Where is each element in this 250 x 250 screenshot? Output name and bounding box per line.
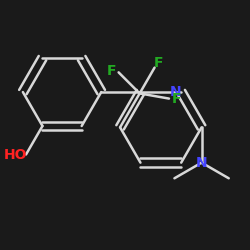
Text: N: N [170, 85, 181, 99]
Text: HO: HO [3, 148, 27, 162]
Text: F: F [107, 64, 116, 78]
Text: F: F [154, 56, 163, 70]
Text: F: F [172, 92, 182, 106]
Text: N: N [196, 156, 207, 170]
